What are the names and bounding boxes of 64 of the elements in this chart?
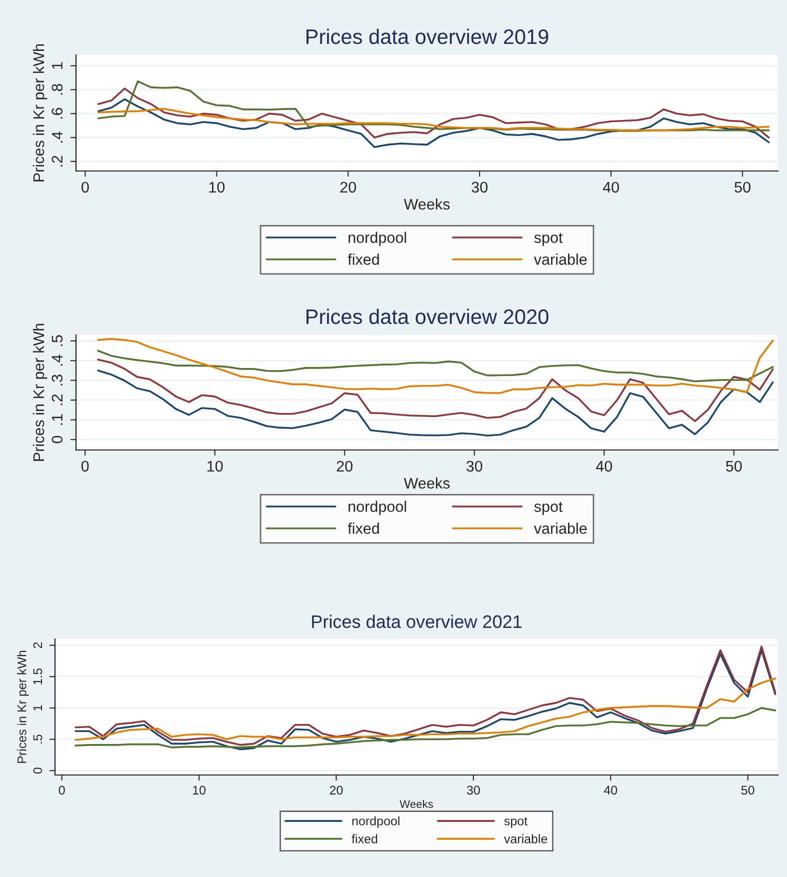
legend-label: variable bbox=[534, 254, 587, 265]
line-series bbox=[97, 358, 774, 422]
line-series bbox=[97, 98, 770, 148]
y-tick-label: 2 bbox=[33, 642, 42, 648]
legend-label: spot bbox=[534, 502, 563, 515]
y-tick-label: .4 bbox=[52, 132, 62, 142]
legend-label: variable bbox=[534, 522, 587, 534]
x-axis-title: Weeks bbox=[404, 477, 450, 489]
x-tick-label: 30 bbox=[466, 786, 480, 795]
line-series bbox=[97, 80, 770, 132]
line-series bbox=[97, 88, 770, 138]
y-tick-label: .5 bbox=[52, 335, 63, 346]
line-series bbox=[97, 108, 770, 132]
x-tick-label: 20 bbox=[340, 182, 356, 193]
legend-label: spot bbox=[534, 232, 563, 246]
x-tick-label: 10 bbox=[193, 786, 206, 795]
line-series bbox=[74, 678, 776, 741]
legend-label: fixed bbox=[348, 522, 379, 534]
legend-label: variable bbox=[504, 834, 548, 844]
y-axis-title: Prices in Kr per kWh bbox=[32, 324, 48, 461]
x-axis-title: Weeks bbox=[400, 800, 433, 808]
y-tick-label: .2 bbox=[52, 394, 62, 406]
line-series bbox=[97, 370, 774, 437]
legend-label: nordpool bbox=[348, 232, 406, 246]
y-tick-label: .1 bbox=[52, 414, 62, 425]
y-tick-label: 0 bbox=[52, 436, 63, 444]
x-tick-label: 50 bbox=[741, 786, 754, 795]
legend-label: nordpool bbox=[352, 816, 400, 828]
y-tick-label: 0 bbox=[33, 768, 42, 774]
legend-label: spot bbox=[504, 817, 528, 828]
x-tick-label: 10 bbox=[209, 182, 225, 193]
x-axis-title: Weeks bbox=[404, 198, 450, 210]
x-tick-label: 20 bbox=[336, 460, 353, 472]
y-tick-label: .4 bbox=[52, 354, 62, 366]
legend-label: nordpool bbox=[348, 500, 406, 515]
chart-title: Prices data overview 2020 bbox=[306, 308, 548, 324]
x-tick-label: 20 bbox=[330, 786, 343, 795]
y-tick-label: 1 bbox=[33, 705, 42, 710]
legend-label: fixed bbox=[352, 834, 378, 844]
x-tick-label: 0 bbox=[82, 182, 89, 193]
y-tick-label: .2 bbox=[52, 156, 62, 166]
y-tick-label: 1 bbox=[52, 62, 62, 69]
chart-title: Prices data overview 2019 bbox=[306, 28, 548, 44]
x-tick-label: 10 bbox=[208, 460, 223, 472]
x-tick-label: 40 bbox=[604, 786, 618, 795]
y-tick-label: 1.5 bbox=[33, 668, 42, 684]
x-tick-label: 50 bbox=[726, 460, 742, 472]
chart-title: Prices data overview 2021 bbox=[312, 614, 522, 628]
y-tick-label: .8 bbox=[52, 84, 63, 95]
y-tick-label: .6 bbox=[52, 108, 63, 119]
line-series bbox=[97, 338, 774, 394]
y-axis-title: Prices in Kr per kWh bbox=[32, 44, 48, 182]
x-tick-label: 40 bbox=[602, 182, 619, 193]
line-series bbox=[74, 707, 776, 748]
legend-label: fixed bbox=[348, 254, 379, 265]
x-tick-label: 30 bbox=[472, 182, 488, 193]
x-tick-label: 0 bbox=[81, 460, 89, 472]
y-tick-label: .5 bbox=[33, 734, 42, 744]
y-tick-label: .3 bbox=[52, 374, 63, 386]
x-tick-label: 40 bbox=[596, 460, 612, 472]
line-series bbox=[97, 350, 774, 382]
y-axis-title: Prices in Kr per kWh bbox=[17, 650, 29, 763]
x-tick-label: 30 bbox=[466, 460, 482, 472]
x-tick-label: 50 bbox=[734, 182, 750, 193]
